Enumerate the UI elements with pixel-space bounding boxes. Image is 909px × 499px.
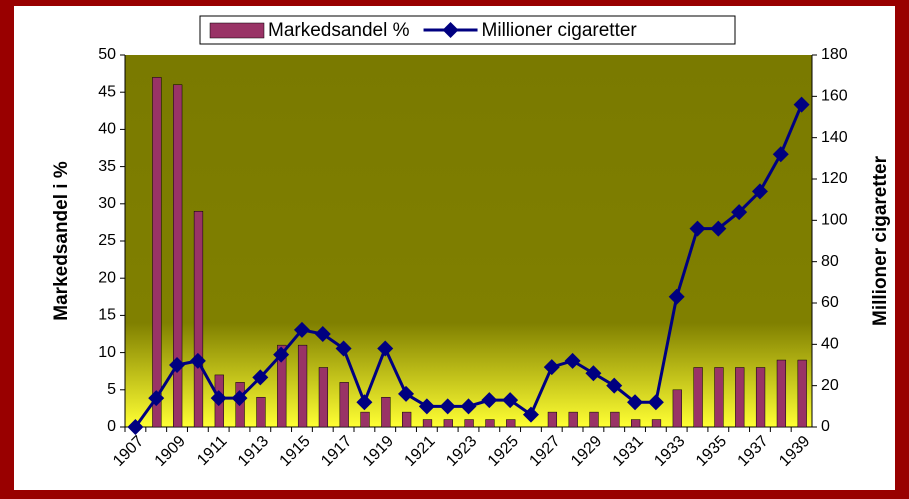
- marker: [398, 385, 415, 402]
- bar: [422, 419, 433, 428]
- bar: [193, 210, 204, 428]
- marker: [252, 369, 269, 386]
- marker: [314, 326, 331, 342]
- legend-swatch: [209, 22, 265, 39]
- y2-tick-label: 120: [821, 170, 848, 187]
- y2-axis-title: Millioner cigaretter: [870, 155, 891, 326]
- plot-area: [125, 55, 812, 427]
- y2-tick-label: 40: [821, 336, 839, 353]
- y2-tick-label: 60: [821, 294, 839, 311]
- bar: [381, 396, 391, 428]
- bar: [506, 419, 516, 428]
- marker: [585, 365, 602, 382]
- bar: [589, 411, 599, 428]
- bar: [402, 411, 412, 428]
- y2-tick-label: 80: [821, 253, 839, 270]
- marker: [148, 390, 165, 407]
- y2-tick-label: 180: [821, 46, 848, 63]
- y2-tick-label: 140: [821, 129, 848, 146]
- bar: [173, 84, 183, 428]
- marker: [481, 392, 498, 409]
- marker: [731, 204, 748, 221]
- y-tick-label: 50: [98, 46, 116, 63]
- marker: [710, 220, 727, 237]
- bar: [443, 419, 453, 428]
- y-tick-label: 25: [98, 232, 116, 249]
- marker: [606, 377, 623, 394]
- marker: [460, 398, 477, 415]
- y-axis-title: Markedsandel i %: [51, 161, 72, 321]
- bar: [651, 419, 662, 428]
- marker: [189, 352, 206, 369]
- bar: [256, 396, 266, 428]
- marker: [335, 340, 352, 357]
- bar: [360, 411, 370, 428]
- y2-tick-label: 160: [821, 88, 848, 105]
- y-tick-label: 0: [107, 418, 116, 435]
- legend-marker: [442, 22, 459, 38]
- bar: [755, 367, 766, 428]
- marker: [543, 359, 560, 376]
- marker: [793, 96, 810, 113]
- bar: [568, 411, 578, 428]
- marker: [210, 390, 227, 407]
- bar: [485, 419, 495, 428]
- bar: [672, 389, 682, 428]
- y-tick-label: 45: [98, 83, 116, 100]
- marker: [502, 392, 519, 409]
- bar: [714, 367, 724, 428]
- marker: [418, 398, 435, 415]
- marker: [273, 346, 290, 363]
- marker: [377, 340, 394, 357]
- marker: [522, 406, 539, 423]
- bar: [297, 344, 308, 428]
- y-tick-label: 15: [98, 307, 116, 324]
- legend-label: Millioner cigaretter: [482, 20, 638, 41]
- marker: [293, 321, 310, 338]
- bar: [735, 367, 745, 428]
- bar: [776, 359, 787, 428]
- y-tick-label: 5: [107, 381, 116, 398]
- bar: [547, 411, 558, 428]
- y-tick-label: 40: [98, 121, 116, 138]
- y2-tick-label: 20: [821, 377, 839, 394]
- marker: [647, 394, 664, 411]
- y2-tick-label: 0: [821, 418, 830, 435]
- marker: [439, 398, 456, 415]
- bar: [339, 382, 349, 428]
- y2-tick-label: 100: [821, 212, 848, 229]
- bar: [277, 344, 287, 428]
- bar: [464, 419, 474, 428]
- marker: [356, 394, 373, 411]
- bar: [693, 367, 703, 428]
- marker: [627, 394, 644, 411]
- bar: [797, 359, 807, 428]
- marker: [689, 220, 706, 237]
- bar: [318, 367, 329, 428]
- y-tick-label: 35: [98, 158, 116, 175]
- marker: [751, 183, 768, 200]
- bar: [152, 77, 162, 428]
- marker: [564, 352, 581, 369]
- marker: [169, 357, 186, 373]
- marker: [668, 288, 685, 305]
- bar: [631, 419, 641, 428]
- y-tick-label: 30: [98, 195, 116, 212]
- marker: [231, 390, 248, 407]
- marker: [772, 146, 789, 163]
- y-tick-label: 20: [98, 269, 116, 286]
- marker: [127, 419, 144, 435]
- legend-label: Markedsandel %: [268, 20, 410, 41]
- bar: [610, 411, 620, 428]
- y-tick-label: 10: [98, 344, 116, 361]
